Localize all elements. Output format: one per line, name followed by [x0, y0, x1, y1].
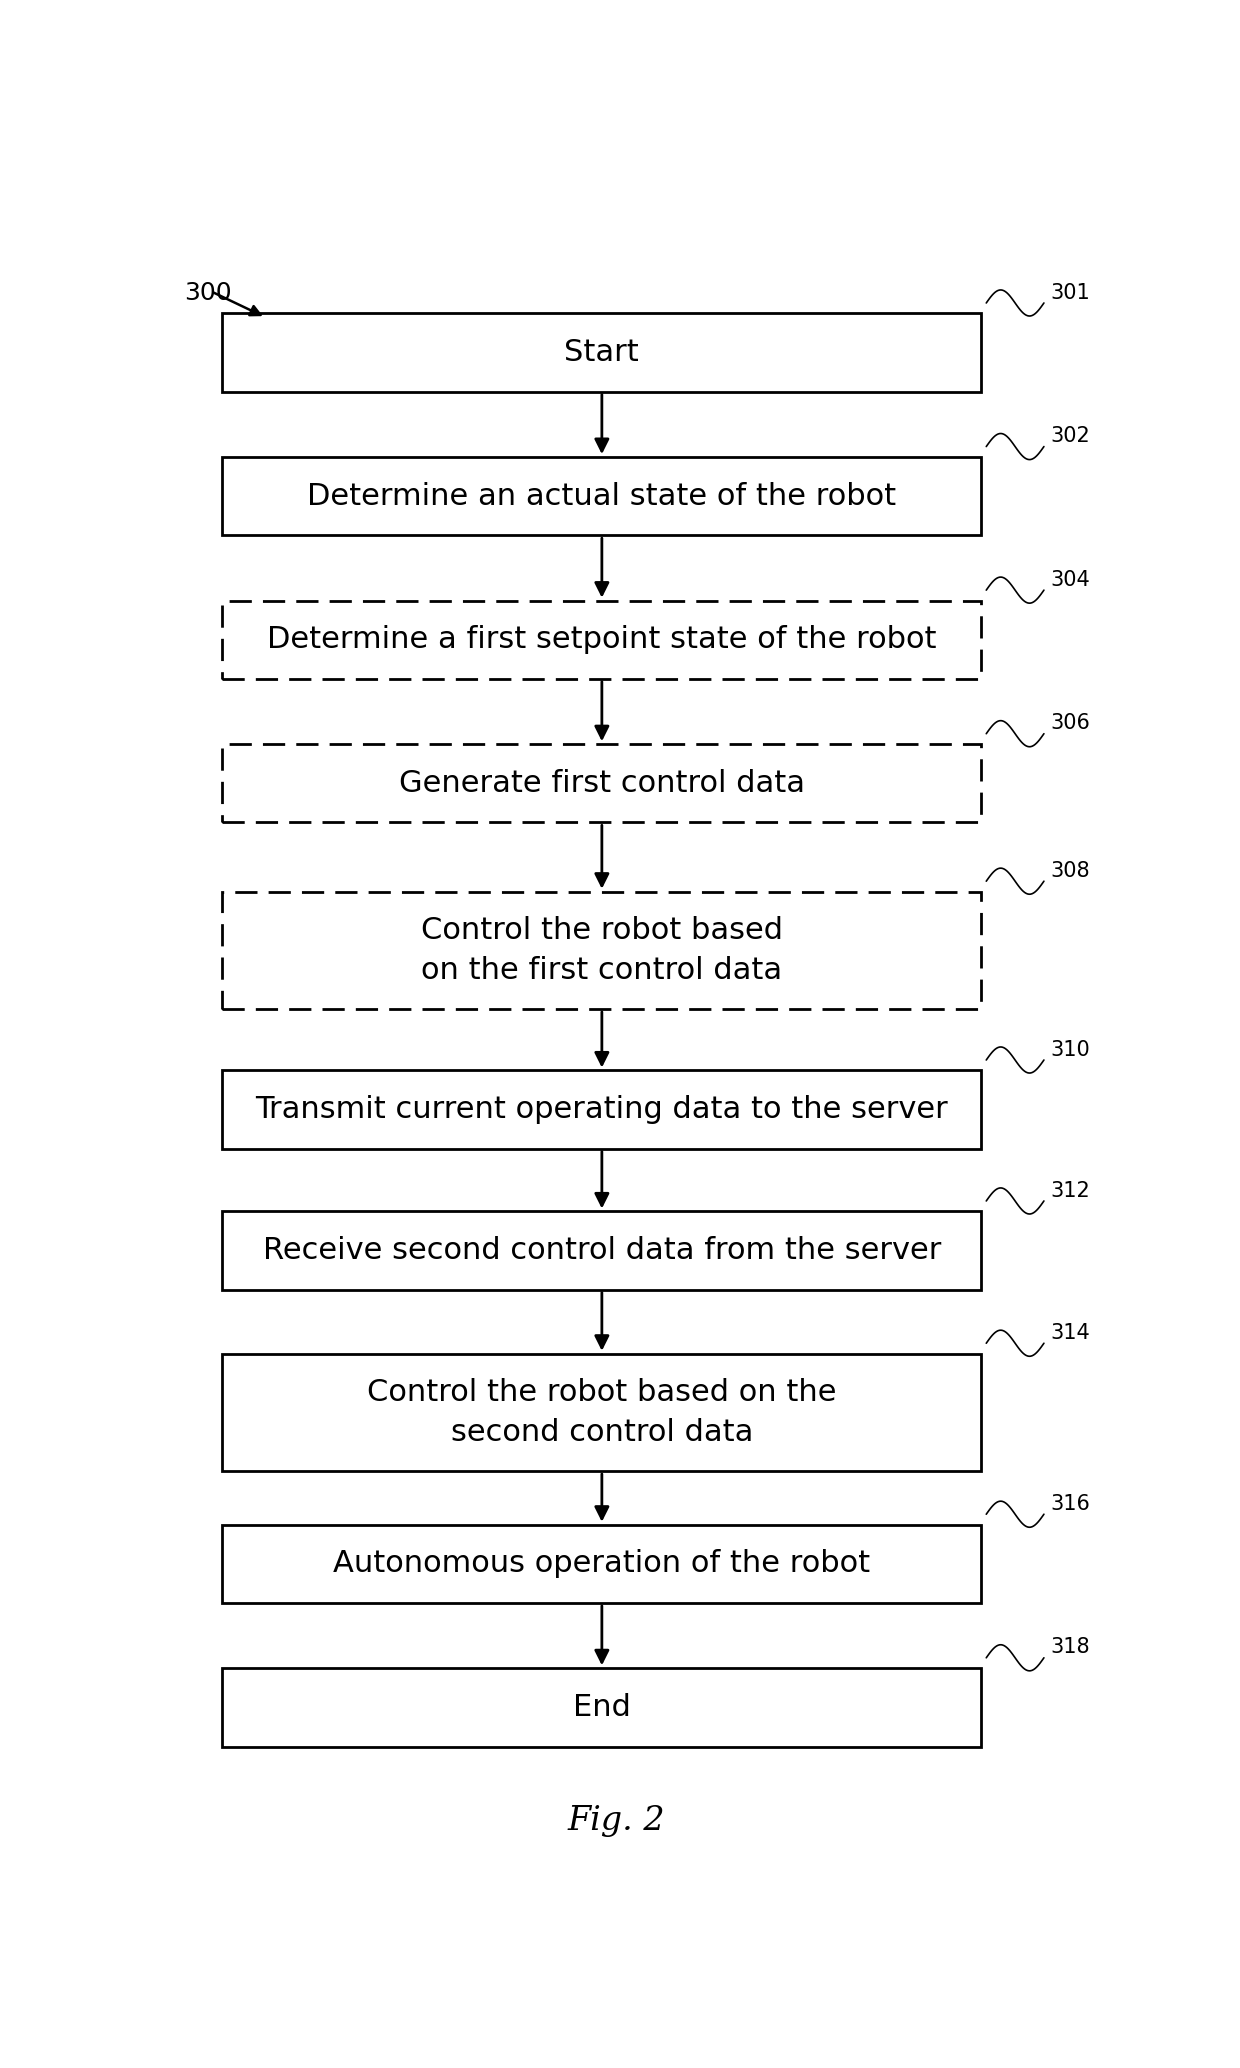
Text: Control the robot based on the
second control data: Control the robot based on the second co…: [367, 1377, 837, 1448]
Text: Receive second control data from the server: Receive second control data from the ser…: [263, 1237, 941, 1266]
Text: 314: 314: [1050, 1324, 1090, 1342]
FancyBboxPatch shape: [222, 1355, 982, 1470]
FancyBboxPatch shape: [222, 457, 982, 536]
Text: 316: 316: [1050, 1493, 1090, 1514]
Text: 308: 308: [1050, 860, 1090, 881]
Text: 304: 304: [1050, 569, 1090, 589]
Text: Determine a first setpoint state of the robot: Determine a first setpoint state of the …: [267, 625, 936, 653]
Text: 310: 310: [1050, 1040, 1090, 1059]
Text: Control the robot based
on the first control data: Control the robot based on the first con…: [420, 916, 782, 984]
Text: Generate first control data: Generate first control data: [399, 769, 805, 798]
Text: Transmit current operating data to the server: Transmit current operating data to the s…: [255, 1096, 949, 1125]
Text: 301: 301: [1050, 283, 1090, 302]
Text: 302: 302: [1050, 426, 1090, 447]
Text: Start: Start: [564, 337, 640, 368]
FancyBboxPatch shape: [222, 744, 982, 823]
FancyBboxPatch shape: [222, 1669, 982, 1747]
FancyBboxPatch shape: [222, 600, 982, 678]
Text: Autonomous operation of the robot: Autonomous operation of the robot: [334, 1549, 870, 1578]
Text: Fig. 2: Fig. 2: [568, 1805, 665, 1836]
FancyBboxPatch shape: [222, 1212, 982, 1290]
FancyBboxPatch shape: [222, 1524, 982, 1603]
FancyBboxPatch shape: [222, 314, 982, 391]
Text: Determine an actual state of the robot: Determine an actual state of the robot: [308, 482, 897, 511]
Text: 318: 318: [1050, 1638, 1090, 1656]
Text: 312: 312: [1050, 1181, 1090, 1202]
Text: 300: 300: [184, 281, 232, 304]
FancyBboxPatch shape: [222, 1071, 982, 1148]
FancyBboxPatch shape: [222, 891, 982, 1009]
Text: 306: 306: [1050, 713, 1090, 734]
Text: End: End: [573, 1694, 631, 1723]
